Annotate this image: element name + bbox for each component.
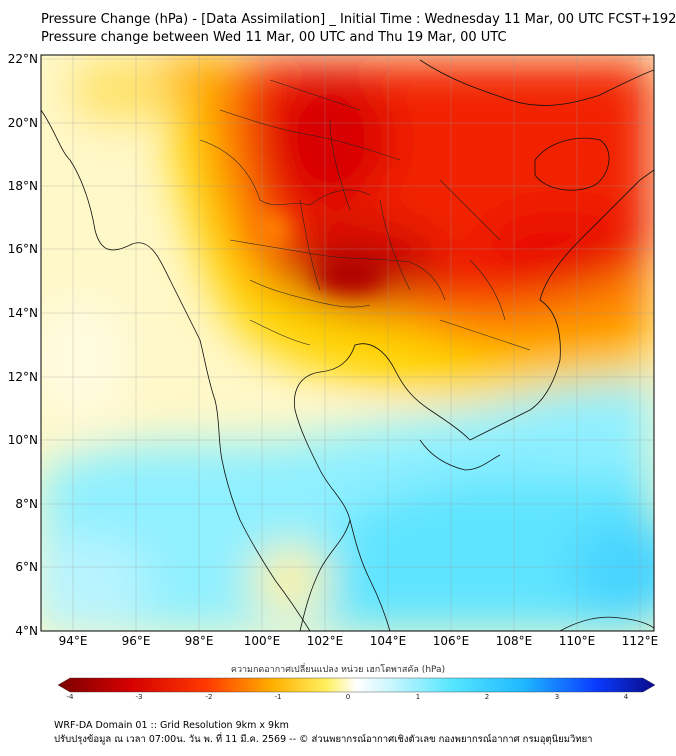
lon-label: 96°E: [122, 634, 151, 648]
map-title: Pressure Change (hPa) - [Data Assimilati…: [41, 12, 676, 27]
update-credit: ปรับปรุงข้อมูล ณ เวลา 07:00น. วัน พ. ที่…: [54, 734, 593, 745]
colorbar-tick: 3: [555, 693, 559, 701]
lon-label: 94°E: [59, 634, 88, 648]
lon-label: 98°E: [185, 634, 214, 648]
colorbar-tick: -2: [206, 693, 213, 701]
lat-label: 14°N: [8, 306, 38, 320]
colorbar-tick: -3: [136, 693, 143, 701]
colorbar-tick: 1: [416, 693, 420, 701]
model-info: WRF-DA Domain 01 :: Grid Resolution 9km …: [54, 720, 289, 731]
lon-label: 102°E: [307, 634, 344, 648]
graticule: [41, 55, 654, 631]
colorbar-ramp: [57, 677, 656, 693]
lat-label: 8°N: [15, 497, 38, 511]
colorbar-tick: 4: [624, 693, 629, 701]
coastlines: [41, 59, 654, 631]
colorbar: -4 -3 -2 -1 0 1 2 3 4: [57, 677, 656, 701]
lon-label: 110°E: [559, 634, 596, 648]
lon-label: 106°E: [433, 634, 470, 648]
colorbar-tick: -4: [67, 693, 75, 701]
colorbar-tick: 0: [346, 693, 350, 701]
lat-label: 20°N: [8, 116, 38, 130]
longitude-labels: 94°E 96°E 98°E 100°E 102°E 104°E 106°E 1…: [59, 634, 659, 648]
map-frame: [40, 54, 655, 632]
lat-label: 18°N: [8, 179, 38, 193]
map-subtitle: Pressure change between Wed 11 Mar, 00 U…: [41, 30, 507, 45]
lat-label: 22°N: [8, 52, 38, 66]
latitude-labels: 22°N 20°N 18°N 16°N 14°N 12°N 10°N 8°N 6…: [8, 52, 38, 638]
lat-label: 12°N: [8, 370, 38, 384]
colorbar-tick: 2: [485, 693, 489, 701]
lat-label: 16°N: [8, 242, 38, 256]
colorbar-title: ความกดอากาศเปลี่ยนแปลง หน่วย เฮกโตพาสคัล…: [230, 665, 446, 675]
colorbar-tick: -1: [275, 693, 282, 701]
lon-label: 112°E: [622, 634, 659, 648]
lon-label: 104°E: [370, 634, 407, 648]
lon-label: 100°E: [244, 634, 281, 648]
lat-label: 6°N: [15, 560, 38, 574]
pressure-field: [41, 55, 654, 631]
lat-label: 4°N: [15, 624, 38, 638]
province-borders: [199, 79, 531, 351]
lon-label: 108°E: [496, 634, 533, 648]
lat-label: 10°N: [8, 433, 38, 447]
